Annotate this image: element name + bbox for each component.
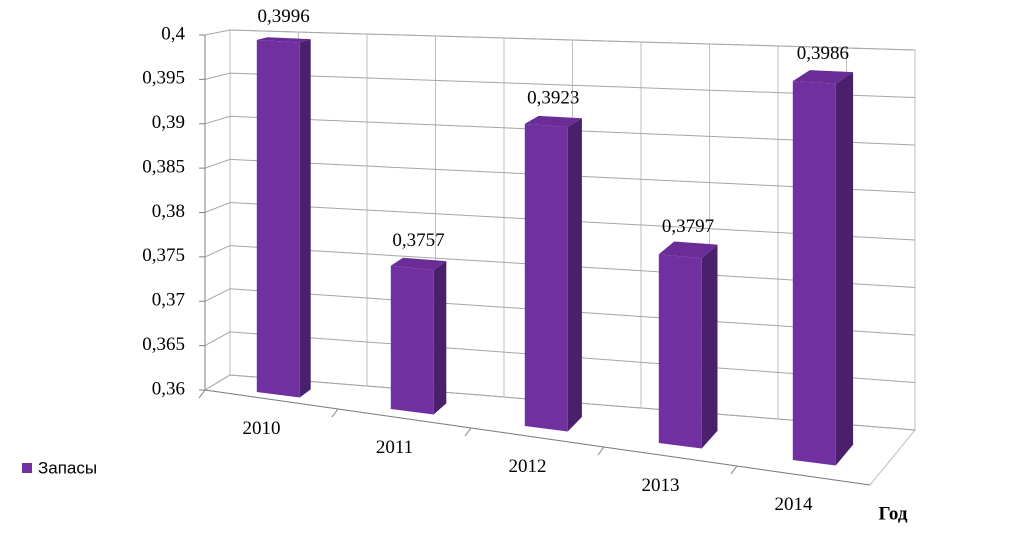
x-tick: [331, 408, 339, 418]
y-tick-label: 0,365: [142, 334, 185, 355]
legend-label: Запасы: [38, 458, 97, 477]
bar: [792, 81, 836, 466]
x-tick-label: 2014: [775, 494, 814, 515]
bar-top: [256, 37, 311, 43]
x-tick: [198, 389, 206, 399]
grid-line: [204, 72, 916, 98]
data-label: 0,3986: [797, 43, 849, 64]
bar-top: [390, 257, 447, 271]
data-label: 0,3757: [392, 230, 444, 251]
x-axis-label: Год: [879, 503, 908, 524]
y-tick-label: 0,375: [142, 245, 185, 266]
grid-line: [204, 29, 916, 51]
y-tick-label: 0,39: [152, 112, 185, 133]
x-tick: [464, 427, 472, 437]
y-tick-label: 0,36: [152, 378, 185, 399]
bar: [658, 254, 702, 449]
data-label: 0,3797: [662, 216, 714, 237]
grid-line: [204, 158, 916, 193]
x-axis: [204, 389, 871, 486]
y-tick-label: 0,38: [152, 201, 185, 222]
bar: [524, 123, 568, 432]
x-tick: [730, 465, 738, 475]
y-tick-label: 0,37: [152, 290, 185, 311]
x-tick-label: 2013: [642, 475, 680, 496]
bar-side: [433, 261, 447, 415]
grid-line: [204, 115, 916, 146]
x-tick: [597, 446, 605, 456]
bar-top: [792, 70, 854, 84]
data-label: 0,3996: [258, 6, 310, 27]
bar-top: [658, 241, 718, 259]
grid-line: [204, 201, 916, 241]
bar-side: [567, 118, 582, 432]
y-tick-label: 0,4: [161, 23, 185, 44]
bar-side: [701, 244, 718, 449]
bar-top: [524, 115, 582, 127]
y-tick-label: 0,385: [142, 156, 185, 177]
legend-swatch: [22, 463, 32, 473]
x-tick-label: 2012: [509, 456, 547, 477]
bar: [390, 265, 434, 415]
y-tick-label: 0,395: [142, 68, 185, 89]
x-tick-label: 2010: [243, 418, 281, 439]
bar-side: [835, 72, 854, 466]
bar-side: [299, 39, 311, 398]
bar: [256, 39, 300, 398]
x-tick-label: 2011: [376, 437, 413, 458]
data-label: 0,3923: [527, 88, 579, 109]
